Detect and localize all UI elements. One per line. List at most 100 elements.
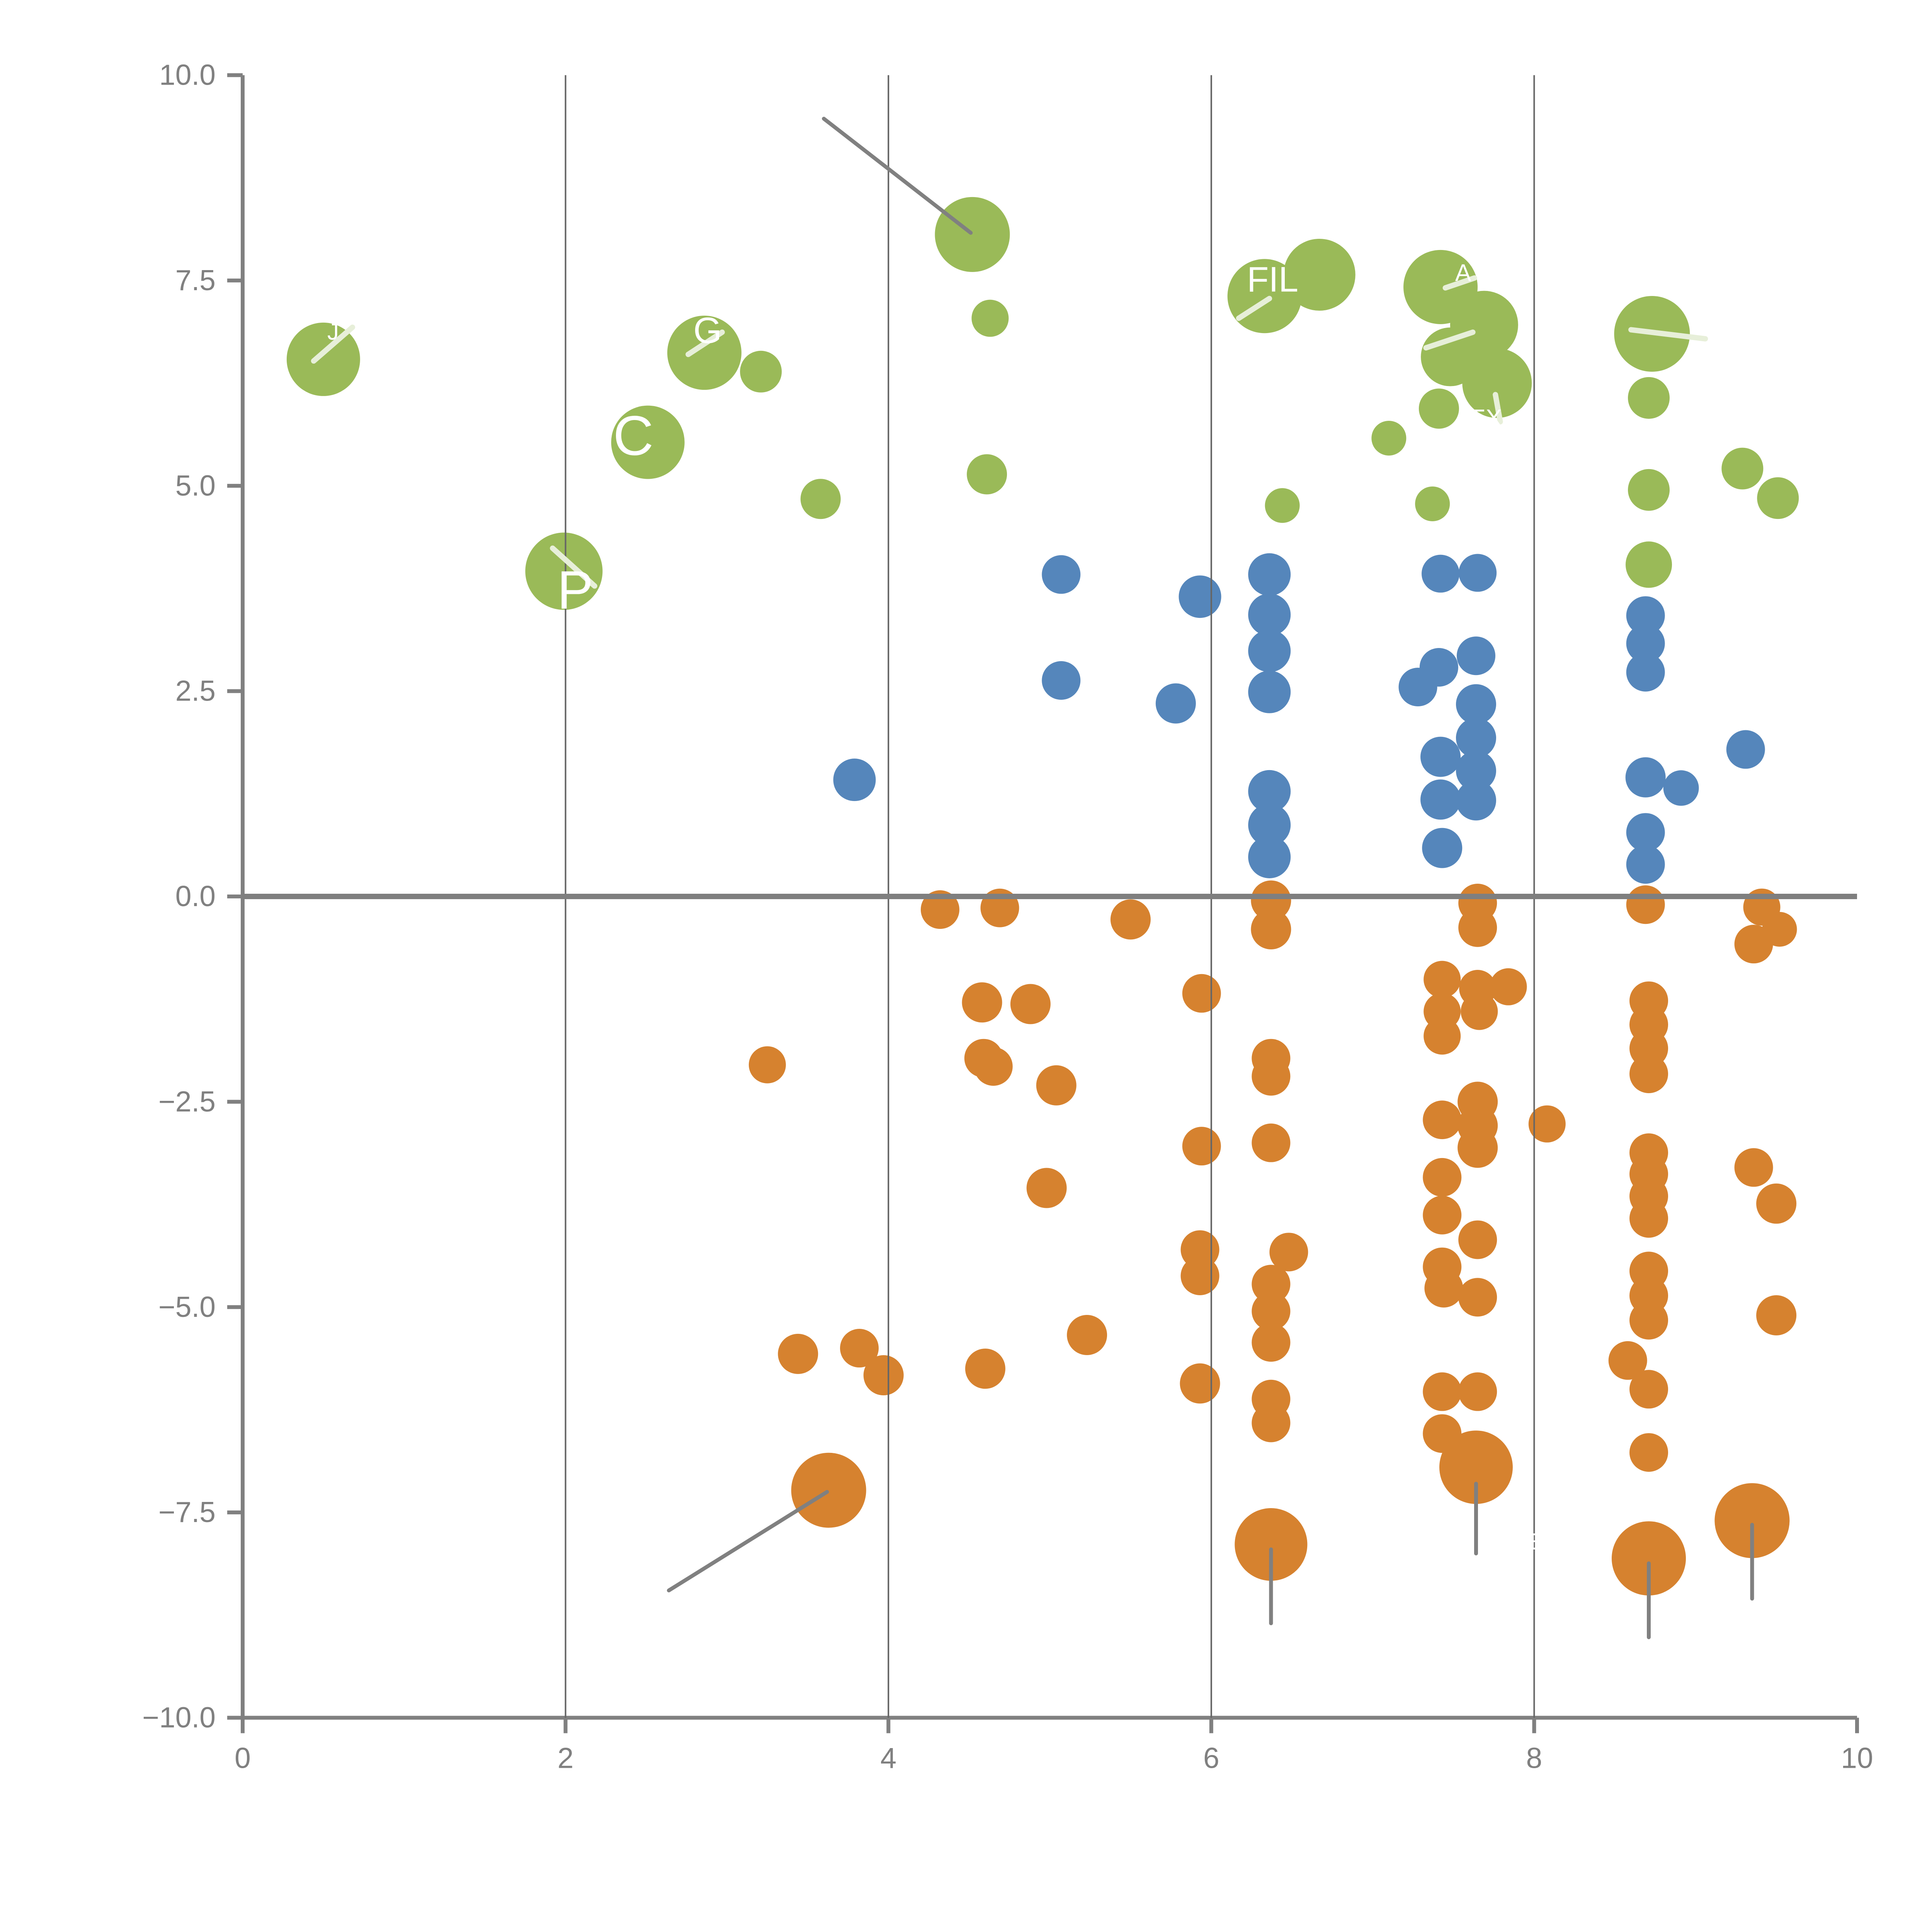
- bubble-orange-low-group: [1490, 968, 1527, 1005]
- bubble-green-high-group: [935, 197, 1010, 272]
- bubble-blue-mid-group: [1248, 835, 1291, 878]
- bubble-green-high-group: [1283, 238, 1355, 311]
- bubble-blue-mid-group: [1420, 779, 1461, 820]
- bubbles-layer: [286, 197, 1799, 1596]
- bubble-label: FIL: [1247, 260, 1298, 299]
- bubble-green-high-group: [1418, 388, 1459, 429]
- bubble-orange-low-group: [1251, 880, 1291, 921]
- bubble-green-high-group: [1628, 469, 1670, 511]
- bubble-orange-low-group: [1423, 1100, 1462, 1139]
- label-leader-line: [1442, 275, 1477, 291]
- bubble-orange-low-group: [1423, 1158, 1462, 1197]
- bubble-orange-low-group: [1251, 909, 1291, 950]
- bubble-green-high-group: [1265, 488, 1300, 523]
- bubble-label: J: [327, 319, 339, 345]
- bubble-orange-low-group: [1461, 993, 1498, 1030]
- bubble-orange-low-group: [1458, 1128, 1498, 1168]
- bubble-blue-mid-group: [1663, 770, 1699, 806]
- bubble-orange-low-group: [1734, 925, 1773, 964]
- bubble-orange-low-group: [1714, 1483, 1790, 1558]
- gridlines-layer: [242, 75, 1857, 1718]
- bubble-orange-low-group: [920, 890, 959, 929]
- bubble-orange-low-group: [1423, 1196, 1462, 1235]
- bubble-orange-low-group: [1036, 1065, 1077, 1105]
- bubble-orange-low-group: [1458, 908, 1497, 947]
- bubble-green-high-group: [1415, 486, 1450, 522]
- bubble-blue-mid-group: [1626, 813, 1665, 852]
- bubble-orange-low-group: [1608, 1341, 1647, 1380]
- annotation-leader-line: [667, 1490, 829, 1593]
- label-leader-line: [685, 329, 725, 357]
- leader-lines-layer: [311, 117, 1754, 1639]
- label-leader-line: [1236, 296, 1272, 321]
- bubble-orange-low-group: [791, 1452, 866, 1528]
- bubble-blue-mid-group: [1042, 555, 1081, 594]
- bubble-orange-low-group: [1269, 1233, 1308, 1272]
- bubble-orange-low-group: [965, 1349, 1005, 1389]
- bubble-labels-layer: J C P G FIL A EX E: [327, 260, 1545, 1554]
- bubble-blue-mid-group: [1422, 554, 1460, 593]
- label-leader-line: [550, 545, 597, 589]
- y-tick-label: −5.0: [158, 1291, 216, 1323]
- bubble-blue-mid-group: [1626, 845, 1665, 884]
- bubble-blue-mid-group: [1248, 593, 1291, 636]
- bubble-orange-low-group: [974, 1047, 1013, 1086]
- bubble-blue-mid-group: [1248, 553, 1291, 596]
- bubble-orange-low-group: [863, 1355, 904, 1396]
- bubble-orange-low-group: [748, 1046, 786, 1083]
- bubble-orange-low-group: [1629, 1199, 1668, 1238]
- bubble-green-high-group: [1371, 420, 1406, 456]
- bubble-blue-mid-group: [833, 759, 876, 801]
- y-tick-label: 10.0: [159, 59, 216, 91]
- bubble-blue-mid-group: [1420, 736, 1461, 777]
- bubble-blue-mid-group: [1248, 670, 1291, 713]
- bubble-orange-low-group: [1423, 961, 1461, 998]
- bubble-orange-low-group: [1756, 1295, 1797, 1336]
- bubble-orange-low-group: [1458, 1372, 1497, 1411]
- bubble-green-high-group: [1462, 348, 1532, 418]
- bubble-orange-low-group: [1734, 1148, 1773, 1187]
- bubble-orange-low-group: [1252, 1403, 1291, 1442]
- bubble-blue-mid-group: [1456, 718, 1496, 758]
- bubble-orange-low-group: [1612, 1521, 1686, 1596]
- bubble-blue-mid-group: [1179, 575, 1221, 618]
- y-tick-label: −2.5: [158, 1085, 216, 1117]
- bubble-green-high-group: [611, 405, 685, 479]
- bubble-green-high-group: [1626, 541, 1672, 588]
- bubble-orange-low-group: [778, 1333, 818, 1374]
- bubble-green-high-group: [1628, 377, 1670, 419]
- bubble-green-high-group: [286, 322, 360, 396]
- bubble-orange-low-group: [962, 982, 1002, 1023]
- x-tick-label: 6: [1203, 1742, 1219, 1774]
- bubble-orange-low-group: [1629, 1370, 1668, 1409]
- bubble-blue-mid-group: [1398, 667, 1437, 706]
- bubble-orange-low-group: [1010, 984, 1051, 1024]
- bubble-orange-low-group: [1458, 1220, 1497, 1259]
- y-tick-label: −7.5: [158, 1496, 216, 1528]
- bubble-orange-low-group: [1423, 1372, 1462, 1411]
- y-tick-label: 0.0: [175, 880, 216, 912]
- bubble-blue-mid-group: [1459, 554, 1497, 592]
- bubble-blue-mid-group: [1456, 636, 1495, 675]
- bubble-blue-mid-group: [1626, 596, 1665, 635]
- bubble-blue-mid-group: [1456, 750, 1496, 791]
- annotation-leader-line: [822, 117, 973, 235]
- y-tick-label: −10.0: [142, 1701, 216, 1734]
- bubble-orange-low-group: [840, 1329, 879, 1368]
- bubble-blue-mid-group: [1422, 828, 1463, 868]
- bubble-blue-mid-group: [1626, 653, 1665, 692]
- bubble-label: P: [557, 560, 593, 620]
- bubble-blue-mid-group: [1726, 730, 1765, 769]
- label-leader-line: [1423, 329, 1476, 351]
- bubble-orange-low-group: [1439, 1430, 1513, 1504]
- bubble-blue-mid-group: [1248, 804, 1291, 847]
- bubble-orange-low-group: [1252, 1292, 1291, 1331]
- bubble-orange-low-group: [1424, 1269, 1463, 1308]
- bubble-green-high-group: [740, 350, 782, 393]
- bubble-orange-low-group: [1180, 1256, 1219, 1295]
- bubble-orange-low-group: [1182, 1127, 1221, 1166]
- bubble-blue-mid-group: [1155, 683, 1196, 724]
- bubble-orange-low-group: [1528, 1105, 1566, 1143]
- bubble-blue-mid-group: [1456, 684, 1496, 724]
